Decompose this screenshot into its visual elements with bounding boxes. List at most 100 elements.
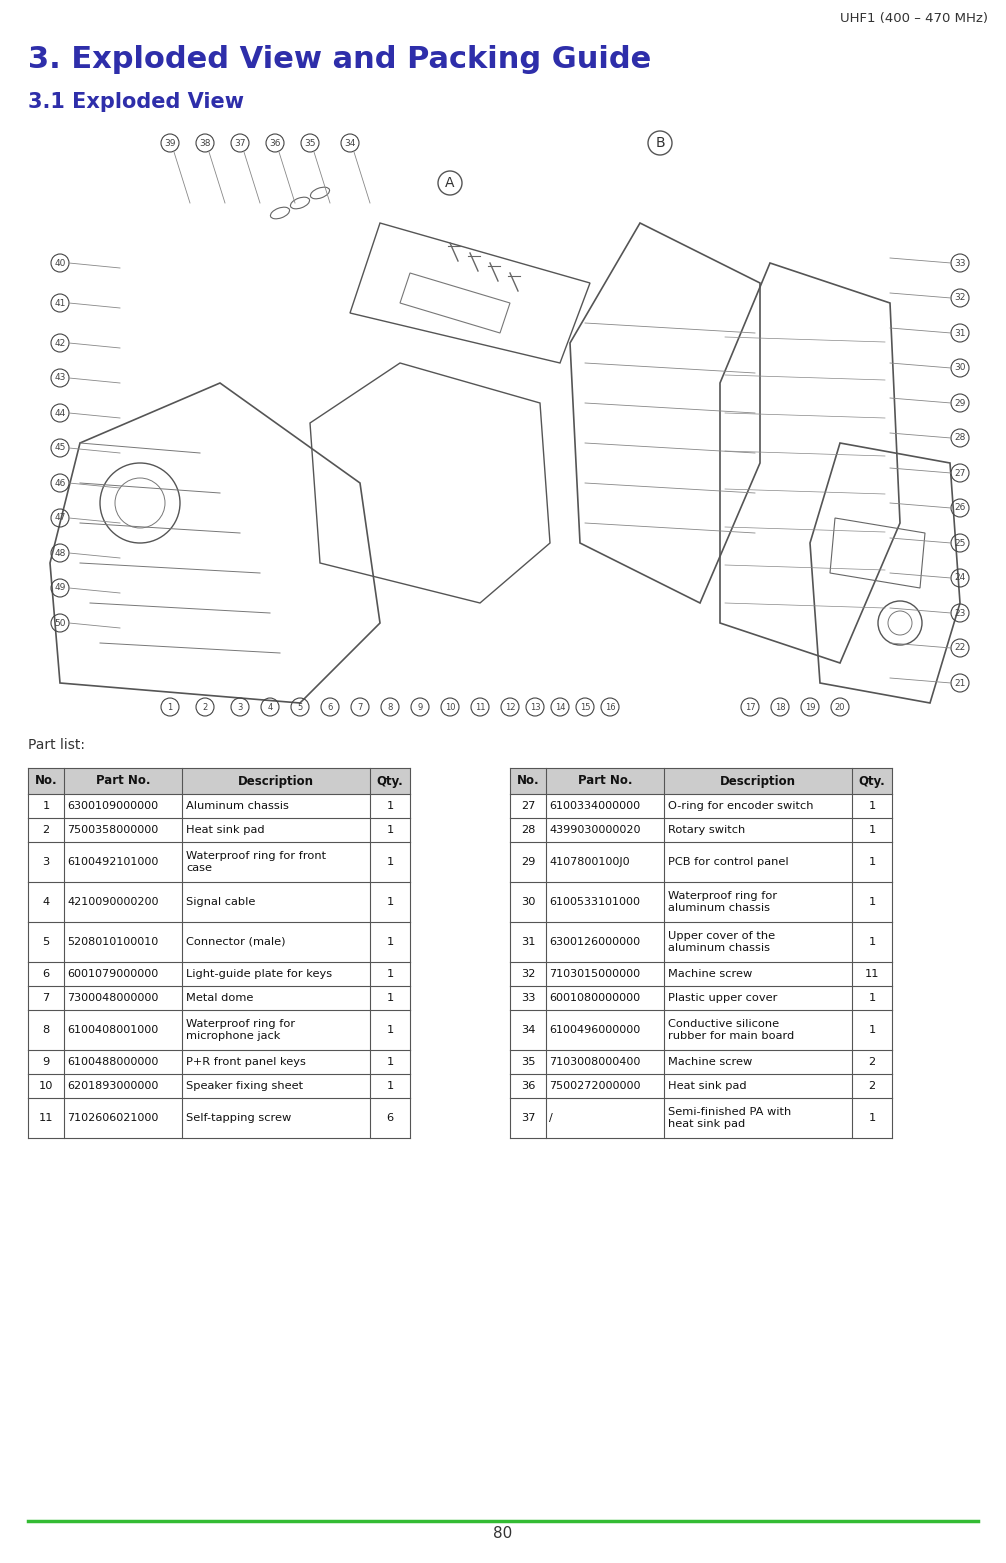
Text: 11: 11: [475, 702, 485, 711]
Text: 5: 5: [42, 936, 49, 947]
Bar: [28, 882, 410, 922]
Text: 31: 31: [955, 328, 966, 338]
Text: Machine screw: Machine screw: [668, 1057, 752, 1068]
Text: 28: 28: [955, 433, 966, 442]
Text: 37: 37: [521, 1113, 535, 1122]
Bar: [510, 1050, 892, 1074]
Text: 3: 3: [42, 857, 49, 867]
Bar: [28, 961, 410, 986]
Text: Part No.: Part No.: [577, 775, 632, 788]
Text: Conductive silicone
rubber for main board: Conductive silicone rubber for main boar…: [668, 1019, 795, 1041]
Text: 32: 32: [521, 969, 535, 978]
Text: 49: 49: [54, 583, 65, 592]
Text: 1: 1: [386, 857, 393, 867]
Text: 7: 7: [357, 702, 363, 711]
Text: 28: 28: [521, 825, 535, 835]
Text: UHF1 (400 – 470 MHz): UHF1 (400 – 470 MHz): [840, 13, 988, 25]
Text: 29: 29: [521, 857, 535, 867]
Text: 5: 5: [298, 702, 303, 711]
Text: Machine screw: Machine screw: [668, 969, 752, 978]
Text: 23: 23: [955, 608, 966, 617]
Text: 15: 15: [579, 702, 591, 711]
Text: 29: 29: [955, 399, 966, 408]
Text: 6100488000000: 6100488000000: [67, 1057, 158, 1068]
Text: 30: 30: [521, 897, 535, 907]
Text: Speaker fixing sheet: Speaker fixing sheet: [186, 1082, 303, 1091]
Text: 13: 13: [530, 702, 540, 711]
Text: Self-tapping screw: Self-tapping screw: [186, 1113, 292, 1122]
Text: Waterproof ring for
aluminum chassis: Waterproof ring for aluminum chassis: [668, 891, 777, 913]
Text: P+R front panel keys: P+R front panel keys: [186, 1057, 306, 1068]
Text: 2: 2: [42, 825, 49, 835]
Text: 9: 9: [417, 702, 423, 711]
Bar: [510, 817, 892, 842]
Text: 1: 1: [386, 897, 393, 907]
Text: Qty.: Qty.: [376, 775, 403, 788]
Text: 3: 3: [237, 702, 242, 711]
Text: Connector (male): Connector (male): [186, 936, 286, 947]
Text: Waterproof ring for front
case: Waterproof ring for front case: [186, 850, 326, 874]
Bar: [510, 767, 892, 794]
Text: 7103015000000: 7103015000000: [549, 969, 640, 978]
Text: 6201893000000: 6201893000000: [67, 1082, 158, 1091]
Text: 10: 10: [39, 1082, 53, 1091]
Text: Qty.: Qty.: [859, 775, 885, 788]
Text: 37: 37: [234, 139, 245, 147]
Text: Heat sink pad: Heat sink pad: [186, 825, 265, 835]
Bar: [28, 842, 410, 882]
Text: 1: 1: [868, 800, 875, 811]
Text: 6: 6: [386, 1113, 393, 1122]
Text: 34: 34: [344, 139, 356, 147]
Text: 1: 1: [386, 1082, 393, 1091]
Text: 11: 11: [865, 969, 879, 978]
Text: 1: 1: [386, 825, 393, 835]
Text: Semi-finished PA with
heat sink pad: Semi-finished PA with heat sink pad: [668, 1107, 792, 1130]
Bar: [510, 882, 892, 922]
Text: 39: 39: [164, 139, 176, 147]
Text: 25: 25: [955, 539, 966, 547]
Text: 18: 18: [775, 702, 786, 711]
Text: 14: 14: [554, 702, 565, 711]
Text: 34: 34: [521, 1025, 535, 1035]
Text: 1: 1: [868, 897, 875, 907]
Bar: [28, 922, 410, 961]
Bar: [510, 986, 892, 1010]
Text: 31: 31: [521, 936, 535, 947]
Text: Metal dome: Metal dome: [186, 993, 254, 1003]
Text: Upper cover of the
aluminum chassis: Upper cover of the aluminum chassis: [668, 930, 776, 953]
Text: 1: 1: [868, 993, 875, 1003]
Text: 5208010100010: 5208010100010: [67, 936, 158, 947]
Text: 32: 32: [955, 294, 966, 303]
Text: 1: 1: [386, 1057, 393, 1068]
Text: 35: 35: [521, 1057, 535, 1068]
Text: 10: 10: [445, 702, 456, 711]
Text: 6100533101000: 6100533101000: [549, 897, 640, 907]
Text: 20: 20: [835, 702, 845, 711]
Text: 8: 8: [387, 702, 392, 711]
Bar: [510, 961, 892, 986]
Bar: [28, 1010, 410, 1050]
Text: PCB for control panel: PCB for control panel: [668, 857, 789, 867]
Text: B: B: [655, 136, 665, 150]
Text: 6300126000000: 6300126000000: [549, 936, 640, 947]
Text: Part list:: Part list:: [28, 738, 85, 752]
Text: 1: 1: [868, 857, 875, 867]
Text: 24: 24: [955, 574, 966, 583]
Text: 16: 16: [605, 702, 616, 711]
Text: Heat sink pad: Heat sink pad: [668, 1082, 746, 1091]
Text: 30: 30: [955, 364, 966, 372]
Bar: [28, 794, 410, 817]
Bar: [28, 1097, 410, 1138]
Text: 9: 9: [42, 1057, 49, 1068]
Text: /: /: [549, 1113, 552, 1122]
Text: 48: 48: [54, 549, 65, 558]
Text: 12: 12: [505, 702, 515, 711]
Text: Aluminum chassis: Aluminum chassis: [186, 800, 289, 811]
Text: 6: 6: [327, 702, 333, 711]
Text: 35: 35: [304, 139, 316, 147]
Text: 7300048000000: 7300048000000: [67, 993, 158, 1003]
Text: 1: 1: [386, 936, 393, 947]
Text: 7: 7: [42, 993, 49, 1003]
Text: 19: 19: [805, 702, 815, 711]
Text: 7500358000000: 7500358000000: [67, 825, 158, 835]
